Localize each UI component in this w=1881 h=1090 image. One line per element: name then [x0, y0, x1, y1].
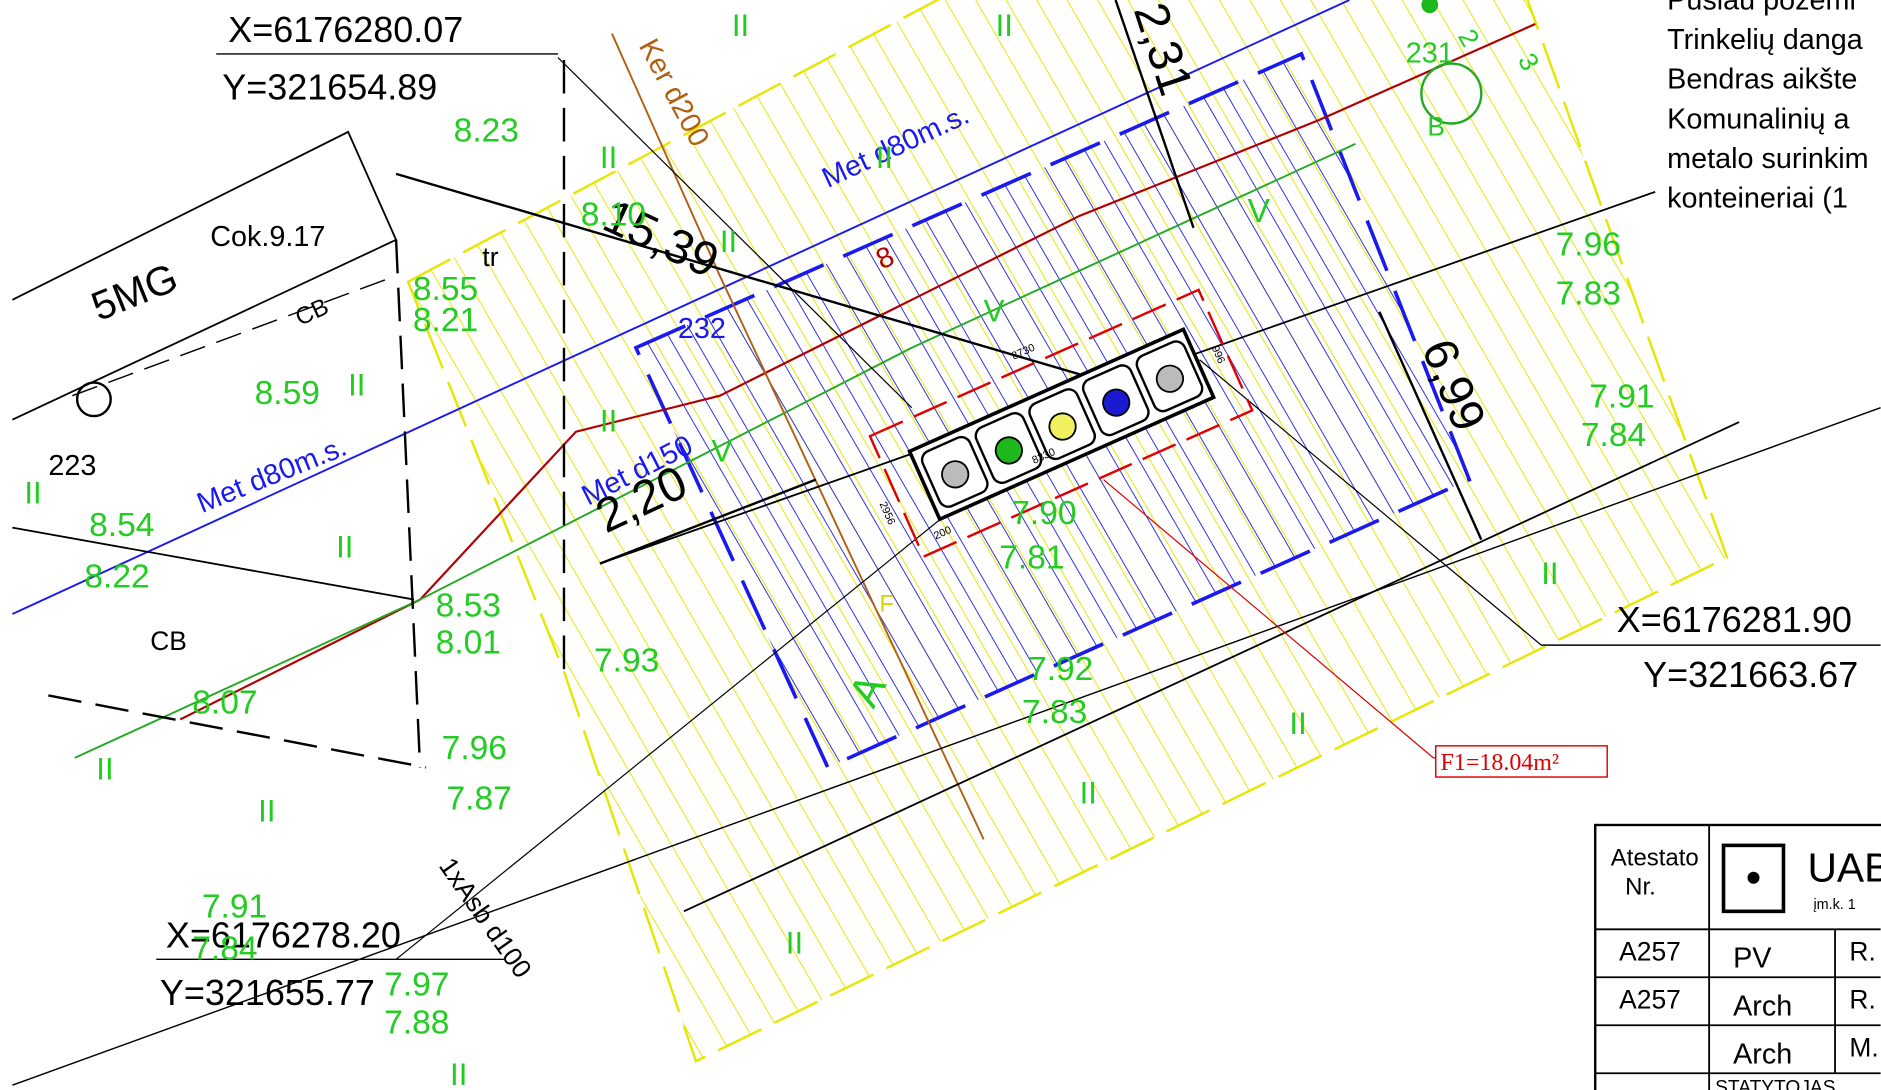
label: II	[258, 793, 275, 828]
label: Pusiau požemi	[1667, 0, 1856, 17]
label: 7.97	[384, 966, 449, 1003]
label: 8.10	[581, 196, 646, 233]
label: CB	[150, 626, 187, 656]
label: 8.01	[436, 625, 501, 662]
label: konteineriai (1	[1667, 182, 1848, 214]
label: II	[876, 140, 893, 175]
label: 223	[48, 450, 96, 482]
label: Arch	[1733, 991, 1792, 1023]
label: Bendras aikšte	[1667, 64, 1857, 96]
building	[12, 132, 396, 420]
label: M.	[1849, 1032, 1878, 1062]
label: 232	[678, 313, 726, 345]
label: II	[786, 925, 803, 960]
label: F1=18.04m²	[1441, 750, 1560, 776]
label: 7.96	[1556, 226, 1621, 263]
label: II	[600, 140, 617, 175]
label: 8.22	[84, 559, 149, 596]
label: B	[1427, 112, 1445, 142]
label: V	[984, 293, 1005, 328]
label: STATYTOJAS	[1715, 1078, 1835, 1090]
label: UAB	[1807, 844, 1881, 890]
label: Y=321655.77	[160, 972, 375, 1013]
label: 5MG	[85, 254, 184, 330]
label: II	[1080, 775, 1097, 810]
label: X=6176280.07	[228, 9, 463, 50]
label: II	[348, 368, 365, 403]
label: Y=321654.89	[222, 67, 437, 108]
label: Komunalinių a	[1667, 103, 1849, 135]
label: Atestato	[1611, 845, 1699, 872]
label: II	[96, 751, 113, 786]
label: Nr.	[1625, 874, 1656, 901]
label: R.	[1849, 936, 1875, 966]
label: metalo surinkim	[1667, 143, 1868, 175]
label: 8.23	[454, 112, 519, 149]
label: 7.81	[999, 539, 1064, 576]
logo-dot	[1748, 872, 1760, 884]
label: Arch	[1733, 1039, 1792, 1071]
label: Met d80m.s.	[192, 431, 351, 520]
label: 8.54	[89, 507, 154, 544]
label: II	[732, 8, 749, 43]
label: 7.88	[384, 1005, 449, 1042]
label: 7.83	[1556, 276, 1621, 313]
label: II	[600, 404, 617, 439]
site-plan: X=6176280.07 Y=321654.89 X=6176281.90 Y=321…	[0, 0, 1881, 1090]
label: A257	[1619, 984, 1681, 1014]
label: 8.07	[192, 684, 257, 721]
label: CB	[291, 293, 333, 332]
label: F	[879, 591, 894, 618]
label: 7.87	[446, 780, 511, 817]
label: II	[336, 530, 353, 565]
label: 1xAsb d100	[433, 852, 537, 983]
label: X=6176281.90	[1617, 599, 1852, 640]
label: II	[1289, 706, 1306, 741]
label: 8.59	[255, 375, 320, 412]
label: Trinkelių danga	[1667, 24, 1863, 56]
label: įm.k. 1	[1813, 897, 1855, 913]
label: tr	[482, 242, 498, 272]
label: A257	[1619, 936, 1681, 966]
label: 7.84	[1581, 417, 1646, 454]
label: 8.21	[413, 302, 478, 339]
label: 231	[1406, 37, 1454, 69]
label: II	[24, 476, 41, 511]
label: 7.91	[1589, 379, 1654, 416]
label: Ker d200	[632, 34, 715, 152]
building-edge	[12, 528, 414, 600]
label: II	[720, 224, 737, 259]
label: V	[1247, 193, 1270, 230]
label: R.	[1849, 984, 1875, 1014]
label: II	[450, 1057, 467, 1090]
label: 7.90	[1011, 495, 1076, 532]
label: PV	[1733, 943, 1772, 975]
label: 7.92	[1028, 651, 1093, 688]
label: 8.53	[436, 587, 501, 624]
label: 7.91	[202, 888, 267, 925]
label: 7.93	[594, 643, 659, 680]
label: Y=321663.67	[1643, 654, 1858, 695]
label: Cok.9.17	[210, 221, 325, 253]
label: II	[1541, 556, 1558, 591]
label: II	[996, 8, 1013, 43]
label: 7.84	[192, 930, 257, 967]
label: V	[711, 434, 732, 469]
label: 7.83	[1022, 694, 1087, 731]
label: 7.96	[442, 730, 507, 767]
